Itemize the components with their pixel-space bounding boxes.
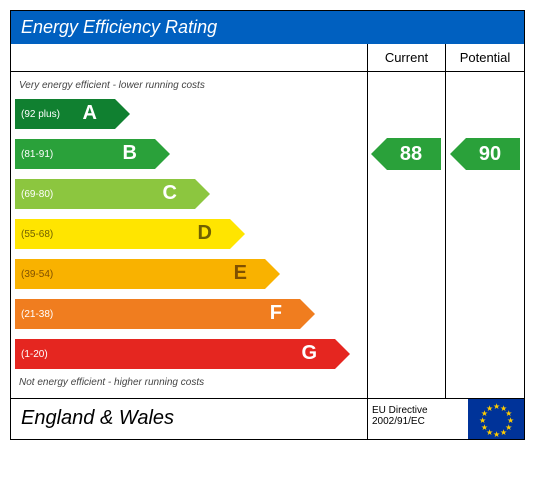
band-letter: E — [234, 262, 247, 285]
band-row-d: (55-68) D — [15, 217, 363, 251]
header-row: Current Potential — [11, 44, 524, 72]
band-letter: G — [301, 342, 317, 365]
current-pointer: 88 — [387, 138, 441, 170]
band-range: (1-20) — [21, 349, 48, 360]
band-letter: B — [123, 142, 137, 165]
eu-star-icon: ★ — [493, 430, 500, 439]
eu-star-icon: ★ — [500, 428, 507, 437]
band-letter: F — [270, 302, 282, 325]
footer-directive: EU Directive 2002/91/EC — [368, 399, 468, 439]
band-letter: C — [163, 182, 177, 205]
band-bar-b: (81-91) B — [15, 139, 155, 169]
band-bar-d: (55-68) D — [15, 219, 230, 249]
footer-row: England & Wales EU Directive 2002/91/EC … — [11, 398, 524, 439]
potential-column: 90 — [446, 72, 524, 398]
band-row-a: (92 plus) A — [15, 97, 363, 131]
current-column: 88 — [368, 72, 446, 398]
band-range: (69-80) — [21, 189, 53, 200]
header-potential: Potential — [446, 44, 524, 71]
band-range: (92 plus) — [21, 109, 60, 120]
footer-region: England & Wales — [11, 399, 368, 439]
band-row-b: (81-91) B — [15, 137, 363, 171]
band-row-c: (69-80) C — [15, 177, 363, 211]
band-range: (81-91) — [21, 149, 53, 160]
eu-flag: ★★★★★★★★★★★★ — [468, 399, 524, 439]
chart-area: Very energy efficient - lower running co… — [11, 72, 368, 398]
potential-pointer: 90 — [466, 138, 520, 170]
header-spacer — [11, 44, 368, 71]
band-letter: A — [83, 102, 97, 125]
band-range: (55-68) — [21, 229, 53, 240]
eu-star-icon: ★ — [486, 404, 493, 413]
title-bar: Energy Efficiency Rating — [11, 11, 524, 44]
band-bar-f: (21-38) F — [15, 299, 300, 329]
directive-line1: EU Directive — [372, 405, 464, 416]
band-range: (21-38) — [21, 309, 53, 320]
eu-stars: ★★★★★★★★★★★★ — [476, 399, 516, 439]
top-caption: Very energy efficient - lower running co… — [19, 80, 363, 91]
band-row-e: (39-54) E — [15, 257, 363, 291]
band-range: (39-54) — [21, 269, 53, 280]
band-bar-c: (69-80) C — [15, 179, 195, 209]
bands-container: (92 plus) A (81-91) B (69-80) C (55-68) D (39-54… — [15, 97, 363, 371]
band-bar-g: (1-20) G — [15, 339, 335, 369]
band-row-g: (1-20) G — [15, 337, 363, 371]
directive-line2: 2002/91/EC — [372, 416, 464, 427]
header-current: Current — [368, 44, 446, 71]
band-bar-e: (39-54) E — [15, 259, 265, 289]
body-row: Very energy efficient - lower running co… — [11, 72, 524, 398]
band-row-f: (21-38) F — [15, 297, 363, 331]
band-bar-a: (92 plus) A — [15, 99, 115, 129]
bottom-caption: Not energy efficient - higher running co… — [19, 377, 363, 388]
title-text: Energy Efficiency Rating — [21, 17, 217, 37]
band-letter: D — [198, 222, 212, 245]
epc-card: Energy Efficiency Rating Current Potenti… — [10, 10, 525, 440]
